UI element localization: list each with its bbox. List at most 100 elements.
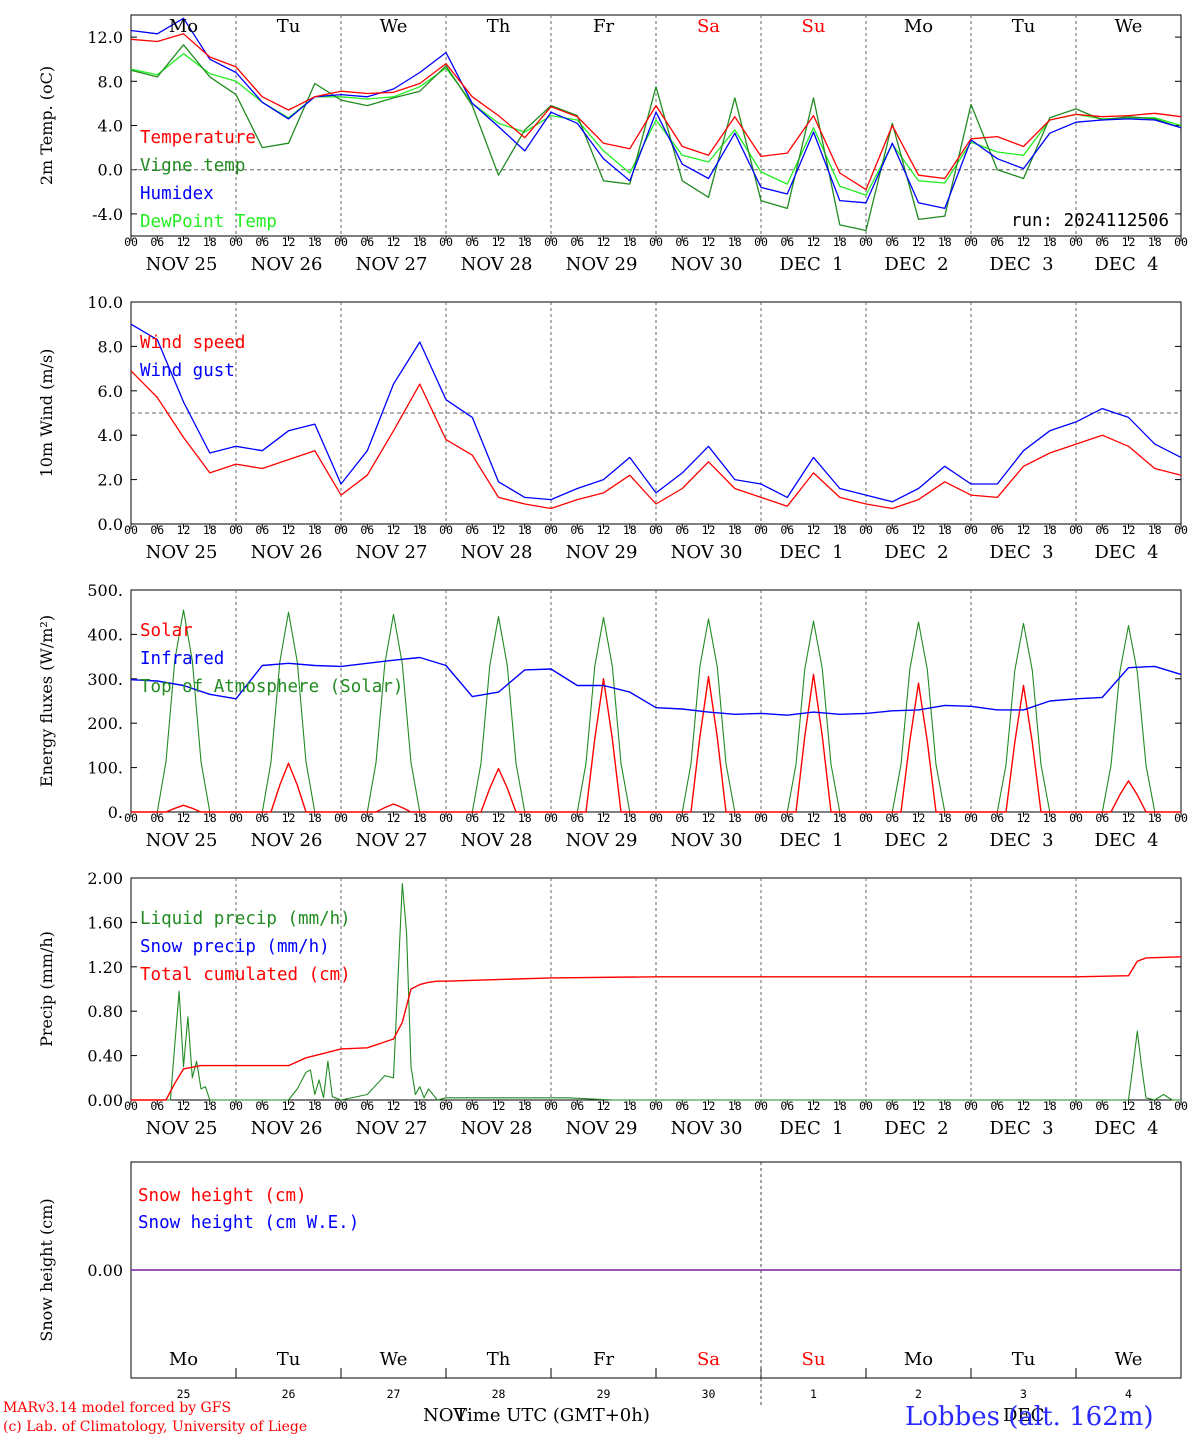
legend-entry: Infrared — [140, 649, 224, 669]
hour-tick-label: 06 — [360, 523, 374, 537]
date-label: NOV 29 — [566, 254, 638, 275]
date-label: DEC 1 — [779, 542, 843, 563]
hour-tick-label: 00 — [649, 523, 663, 537]
footer-lab-text: (c) Lab. of Climatology, University of L… — [3, 1419, 308, 1435]
hour-tick-label: 12 — [912, 523, 926, 537]
y-tick-label: 0.80 — [87, 1002, 123, 1021]
day-number-label: 25 — [177, 1387, 191, 1401]
hour-tick-label: 00 — [649, 235, 663, 249]
day-number-label: 28 — [492, 1387, 506, 1401]
hour-tick-label: 06 — [780, 523, 794, 537]
y-tick-label: 6.0 — [98, 382, 123, 401]
y-tick-label: 4.0 — [98, 117, 123, 136]
hour-tick-label: 06 — [465, 523, 479, 537]
date-label: DEC 1 — [779, 830, 843, 851]
hour-tick-label: 00 — [964, 235, 978, 249]
hour-tick-label: 00 — [859, 811, 873, 825]
hour-tick-label: 18 — [413, 235, 427, 249]
hour-tick-label: 00 — [964, 1099, 978, 1113]
hour-tick-label: 00 — [124, 811, 138, 825]
legend-entry: Vigne temp — [140, 156, 245, 176]
hour-tick-label: 12 — [387, 811, 401, 825]
hour-tick-label: 00 — [1174, 811, 1188, 825]
y-tick-label: 0. — [108, 803, 123, 822]
date-label: NOV 27 — [356, 1118, 428, 1139]
hour-tick-label: 00 — [754, 811, 768, 825]
hour-tick-label: 00 — [334, 811, 348, 825]
hour-tick-label: 12 — [282, 523, 296, 537]
date-label: NOV 30 — [671, 830, 743, 851]
hour-tick-label: 18 — [413, 1099, 427, 1113]
hour-tick-label: 12 — [912, 811, 926, 825]
panel-2: 00 06 12 18 00 06 12 18 00 06 12 18 00 06 12 18 00 06 12 18… — [37, 581, 1188, 851]
hour-tick-label: 12 — [807, 811, 821, 825]
hour-tick-label: 18 — [1043, 811, 1057, 825]
date-label: NOV 29 — [566, 830, 638, 851]
hour-tick-label: 18 — [1043, 1099, 1057, 1113]
weekday-label: Tu — [1012, 1349, 1036, 1370]
hour-tick-label: 06 — [1095, 523, 1109, 537]
y-tick-label: 0.0 — [98, 515, 123, 534]
hour-tick-label: 12 — [1017, 235, 1031, 249]
hour-tick-label: 00 — [439, 1099, 453, 1113]
hour-tick-label: 12 — [1122, 235, 1136, 249]
hour-tick-label: 18 — [728, 811, 742, 825]
y-tick-label: 2.0 — [98, 471, 123, 490]
hour-tick-label: 06 — [150, 1099, 164, 1113]
y-tick-label: 100. — [87, 759, 123, 778]
hour-tick-label: 18 — [203, 1099, 217, 1113]
date-label: DEC 4 — [1094, 254, 1158, 275]
hour-tick-label: 12 — [492, 523, 506, 537]
legend-entry: Humidex — [140, 184, 214, 204]
hour-tick-label: 18 — [623, 523, 637, 537]
panel-1: 00 06 12 18 00 06 12 18 00 06 12 18 00 06 12 18 00 06 12 18… — [37, 293, 1188, 563]
date-label: DEC 2 — [884, 1118, 948, 1139]
hour-tick-label: 12 — [912, 1099, 926, 1113]
y-axis-label: 2m Temp. (oC) — [37, 66, 56, 185]
legend-entry: Total cumulated (cm) — [140, 965, 351, 985]
hour-tick-label: 18 — [1043, 235, 1057, 249]
y-tick-label: 0.40 — [87, 1047, 123, 1066]
day-number-label: 1 — [810, 1387, 817, 1401]
date-label: DEC 3 — [989, 542, 1053, 563]
hour-tick-label: 06 — [255, 811, 269, 825]
date-label: DEC 1 — [779, 1118, 843, 1139]
hour-tick-label: 18 — [518, 1099, 532, 1113]
footer-model-text: MARv3.14 model forced by GFS — [3, 1400, 232, 1416]
hour-tick-label: 12 — [177, 523, 191, 537]
legend-entry: Wind gust — [140, 361, 235, 381]
hour-tick-label: 18 — [203, 235, 217, 249]
hour-tick-label: 00 — [334, 523, 348, 537]
date-label: NOV 26 — [251, 542, 323, 563]
date-label: DEC 3 — [989, 1118, 1053, 1139]
weekday-label: Tu — [1012, 16, 1036, 37]
date-label: NOV 28 — [461, 542, 533, 563]
date-label: DEC 1 — [779, 254, 843, 275]
date-label: NOV 28 — [461, 1118, 533, 1139]
legend-entry: DewPoint Temp — [140, 212, 277, 232]
hour-tick-label: 06 — [885, 523, 899, 537]
hour-tick-label: 06 — [570, 235, 584, 249]
day-number-label: 2 — [915, 1387, 922, 1401]
hour-tick-label: 00 — [334, 235, 348, 249]
y-tick-label: 400. — [87, 625, 123, 644]
hour-tick-label: 12 — [807, 1099, 821, 1113]
hour-tick-label: 18 — [728, 235, 742, 249]
hour-tick-label: 18 — [623, 811, 637, 825]
date-label: NOV 30 — [671, 1118, 743, 1139]
weekday-label: Mo — [904, 1349, 933, 1370]
y-tick-label: 0.00 — [87, 1261, 123, 1280]
date-label: NOV 25 — [146, 542, 218, 563]
hour-tick-label: 12 — [597, 811, 611, 825]
hour-tick-label: 18 — [1148, 811, 1162, 825]
hour-tick-label: 00 — [544, 811, 558, 825]
station-label: Lobbes (alt. 162m) — [905, 1402, 1154, 1432]
hour-tick-label: 06 — [675, 1099, 689, 1113]
hour-tick-label: 06 — [150, 523, 164, 537]
hour-tick-label: 00 — [964, 811, 978, 825]
hour-tick-label: 06 — [465, 811, 479, 825]
legend-entry: Snow height (cm) — [138, 1186, 307, 1206]
date-label: DEC 2 — [884, 542, 948, 563]
hour-tick-label: 12 — [702, 523, 716, 537]
y-axis-label: Snow height (cm) — [37, 1198, 56, 1341]
